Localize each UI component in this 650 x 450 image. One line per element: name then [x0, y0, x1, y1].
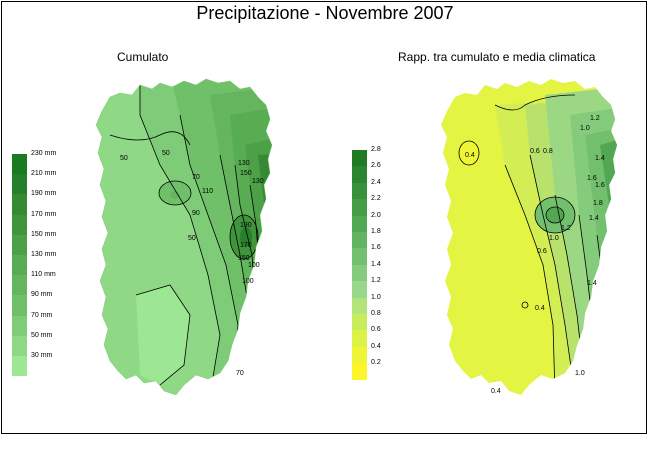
- right-contour-label: 1.6: [587, 175, 597, 182]
- left-legend-swatch: [12, 315, 27, 336]
- right-legend-swatch: [352, 150, 367, 167]
- right-legend-swatch: [352, 330, 367, 347]
- right-contour-label: 0.6: [530, 148, 540, 155]
- right-contour-label: 1.6: [595, 182, 605, 189]
- left-legend-label: 70 mm: [31, 311, 53, 319]
- page-title: Precipitazione - Novembre 2007: [196, 3, 454, 23]
- right-legend-swatch: [352, 182, 367, 200]
- right-legend-label: 0.4: [371, 342, 381, 350]
- left-contour-label: 110: [202, 188, 213, 195]
- left-legend-label: 30 mm: [31, 352, 53, 359]
- right-legend-label: 1.2: [371, 277, 381, 285]
- right-contour-label: 1.2: [561, 225, 571, 232]
- right-legend-swatch: [352, 232, 367, 249]
- right-legend-swatch: [352, 346, 367, 364]
- left-legend-swatch: [12, 356, 27, 377]
- right-contour-label: 1.8: [593, 200, 603, 207]
- right-legend-swatch: [352, 297, 367, 314]
- left-contour-label: 150: [240, 170, 252, 177]
- left-contour-label: 190: [240, 222, 252, 229]
- right-legend-label: 2.0: [371, 211, 381, 219]
- right-contour-label: 0.4: [491, 388, 501, 395]
- left-contour-label: 50: [120, 155, 128, 162]
- right-legend-label: 1.0: [371, 293, 381, 301]
- right-contour-label: 1.0: [580, 125, 590, 132]
- left-contour-label: 50: [162, 150, 170, 157]
- right-legend-label: 1.6: [371, 244, 381, 252]
- left-contour-label: 150: [238, 255, 250, 262]
- left-panel-subtitle: Cumulato: [117, 50, 169, 64]
- left-legend-label: 90 mm: [31, 291, 53, 299]
- left-contour-label: 100: [248, 262, 260, 269]
- right-legend-label: 0.8: [371, 310, 381, 317]
- left-legend-swatch: [12, 214, 27, 235]
- left-legend-swatch: [12, 255, 27, 276]
- right-legend-label: 2.8: [371, 146, 381, 153]
- right-contour-label: 1.4: [589, 215, 599, 222]
- left-contour-label: 70: [192, 174, 200, 181]
- right-legend: 2.8 2.6 2.4 2.2 2.0 1.8 1.6 1.4 1.2 1.0 0.8 0.6 0.4 0…: [352, 146, 412, 380]
- right-contour-label: 1.2: [590, 115, 600, 122]
- left-legend-swatch: [12, 194, 27, 215]
- left-legend-swatch: [12, 234, 27, 255]
- right-contour-label: 1.0: [549, 235, 559, 242]
- right-contour-label: 1.4: [587, 280, 597, 287]
- right-legend-label: 1.8: [371, 228, 381, 235]
- right-legend-label: 2.6: [371, 162, 381, 170]
- right-contour-label: 0.6: [537, 248, 547, 255]
- right-panel-subtitle: Rapp. tra cumulato e media climatica: [398, 50, 596, 64]
- right-legend-swatch: [352, 363, 367, 380]
- right-contour-label: 1.0: [575, 370, 585, 377]
- left-legend-label: 110 mm: [31, 271, 56, 279]
- right-legend-label: 0.6: [371, 326, 381, 334]
- right-contour-label: 0.4: [465, 152, 475, 159]
- left-contour-label: 70: [236, 370, 244, 377]
- left-legend-label: 50 mm: [31, 331, 53, 339]
- left-legend-label: 230 mm: [31, 150, 57, 157]
- left-legend-label: 150 mm: [31, 230, 57, 238]
- left-legend-swatch: [12, 295, 27, 316]
- right-contour-label: 0.4: [535, 305, 545, 312]
- right-legend-swatch: [352, 215, 367, 232]
- right-map: 0.40.6 0.81.01.21.41.61.61.81.41.21.00.60…: [441, 79, 617, 395]
- right-legend-label: 2.4: [371, 178, 381, 186]
- right-legend-label: 2.2: [371, 195, 381, 203]
- right-legend-swatch: [352, 248, 367, 265]
- left-contour-label: 130: [238, 160, 250, 167]
- right-legend-swatch: [352, 281, 367, 298]
- right-legend-swatch: [352, 314, 367, 331]
- left-legend-label: 190 mm: [31, 190, 57, 198]
- left-legend-label: 170 mm: [31, 210, 57, 218]
- left-legend-label: 210 mm: [31, 170, 57, 178]
- left-contour-label: 130: [252, 178, 264, 185]
- right-contour-label: 1.4: [595, 155, 605, 162]
- left-legend: 230 mm 210 mm 190 mm 170 mm 150 mm 130 mm 110 …: [12, 150, 72, 377]
- left-legend-swatch: [12, 174, 27, 195]
- right-legend-swatch: [352, 199, 367, 216]
- left-legend-swatch: [12, 335, 27, 356]
- right-legend-swatch: [352, 264, 367, 282]
- left-legend-swatch: [12, 275, 27, 296]
- left-contour-label: 170: [240, 242, 252, 249]
- left-legend-label: 130 mm: [31, 251, 57, 258]
- right-legend-label: 0.2: [371, 359, 381, 367]
- right-legend-label: 1.4: [371, 260, 381, 268]
- left-legend-swatch: [12, 154, 27, 175]
- left-contour-label: 50: [188, 235, 196, 242]
- right-contour-label: 0.8: [543, 148, 553, 155]
- left-contour-label: 100: [242, 278, 254, 285]
- left-contour-label: 90: [192, 210, 200, 217]
- right-legend-swatch: [352, 166, 367, 183]
